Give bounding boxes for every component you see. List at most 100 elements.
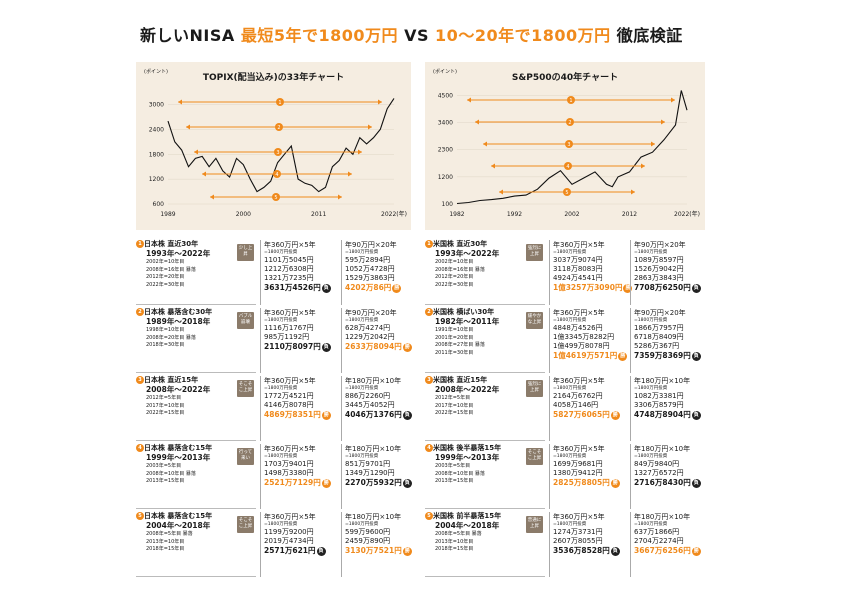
page-title: 新しいNISA 最短5年で1800万円 VS 10〜20年で1800万円 徹底検…	[140, 22, 683, 46]
x-tick-label: 1982	[449, 211, 464, 218]
investment-total: =1800万円投資	[634, 386, 668, 391]
investment-plan: 年180万円×10年	[345, 513, 402, 521]
scenario-market: 米国株 後半暴落15年	[433, 444, 502, 452]
final-amount: 1億4619万571円	[553, 351, 618, 360]
investment-total: =1800万円投資	[264, 454, 298, 459]
lump-investment-result: 年360万円×5年 =1800万円投資 4848万4526円 1億3345万8282円…	[549, 308, 628, 373]
scenario-row: 1 日本株 直近30年 1993年〜2022年 2002年=10年目 2008年=16年…	[136, 240, 418, 305]
title-option-a: 最短5年で1800万円	[240, 26, 398, 45]
final-amount: 2571万621円	[264, 546, 316, 555]
x-tick-label: 2000	[236, 211, 251, 218]
lump-investment-result: 年360万円×5年 =1800万円投資 1274万3731円 2607万8055円 35…	[549, 512, 625, 577]
scenario-milestone: 2017年=10年目	[146, 402, 185, 409]
period-number: 5	[565, 190, 568, 196]
final-value: 4046万1376円負	[345, 410, 418, 420]
trend-badge: そこそこ上昇	[237, 380, 254, 397]
x-tick-label: 2022(年)	[381, 210, 407, 218]
win-badge: 勝	[321, 478, 331, 488]
lump-investment-result: 年360万円×5年 =1800万円投資 1703万9401円 1498万3380円 25…	[260, 444, 336, 509]
trend-badge: そこそこ上昇	[526, 448, 543, 465]
milestone-value: 1699万9681円	[553, 460, 603, 468]
y-tick-label: 3000	[149, 102, 164, 109]
scenario-number: 2	[425, 308, 433, 316]
investment-total: =1800万円投資	[634, 454, 668, 459]
final-amount: 2110万8097円	[264, 342, 321, 351]
investment-total: =1800万円投資	[345, 318, 379, 323]
scenario-number: 3	[136, 376, 144, 384]
sp500-chart: (ポイント) S&P500の40年チャート 4500 3400 2300 1200 10…	[425, 62, 705, 230]
final-value: 3631万4526円負	[264, 283, 336, 293]
scenario-milestone: 2022年=30年目	[146, 281, 185, 288]
milestone-value: 1321万7235円	[264, 274, 314, 282]
milestone-value: 1229万2042円	[345, 333, 395, 341]
scenario-row: 4 日本株 暴落含む15年 1999年〜2013年 2003年=5年目 2008年=10…	[136, 444, 418, 509]
final-amount: 3631万4526円	[264, 283, 321, 292]
milestone-value: 1498万3380円	[264, 469, 314, 477]
win-badge: 勝	[623, 283, 633, 293]
gradual-investment-result: 年90万円×20年 =1800万円投資 1866万7957円 6718万8409円 52…	[630, 308, 707, 373]
scenario-milestone: 2008年=16年目 暴落	[146, 266, 196, 273]
scenario-milestone: 2002年=10年目	[146, 259, 185, 265]
final-amount: 3667万6256円	[634, 546, 691, 555]
scenario-row: 5 日本株 暴落含む15年 2004年〜2018年 2008年=5年目 暴落 2013年…	[136, 512, 418, 577]
investment-total: =1800万円投資	[634, 250, 668, 255]
scenario-milestone: 2001年=20年目	[435, 334, 474, 341]
scenario-row: 4 米国株 後半暴落15年 1999年〜2013年 2003年=5年目 2008年=10…	[425, 444, 707, 509]
y-tick-label: 4500	[438, 92, 453, 99]
investment-plan: 年360万円×5年	[553, 241, 605, 249]
lump-investment-result: 年360万円×5年 =1800万円投資 3037万9074円 3118万8083円 49…	[549, 240, 633, 305]
gradual-investment-result: 年90万円×20年 =1800万円投資 595万2894円 1052万4728円 152…	[341, 240, 418, 305]
milestone-value: 1052万4728円	[345, 265, 395, 273]
arrow-head-left	[475, 119, 479, 125]
scenario-milestone: 2022年=15年目	[435, 410, 474, 416]
trend-badge: 行って来い	[237, 448, 254, 465]
milestone-value: 1380万9412円	[553, 469, 603, 477]
scenario-milestone: 2003年=5年目	[435, 463, 471, 469]
investment-total: =1800万円投資	[345, 454, 379, 459]
milestone-value: 1772万4521円	[264, 392, 314, 400]
lose-badge: 負	[691, 283, 701, 293]
milestone-value: 2164万6762円	[553, 392, 603, 400]
scenario-milestone: 2003年=5年目	[146, 463, 182, 469]
scenario-market: 日本株 暴落含む15年	[144, 512, 213, 520]
final-value: 4869万8351円勝	[264, 410, 336, 420]
arrow-head-right	[348, 171, 352, 177]
final-amount: 7359万8369円	[634, 351, 691, 360]
scenario-milestone: 2013年=10年目	[435, 538, 474, 545]
investment-plan: 年360万円×5年	[553, 377, 605, 385]
investment-total: =1800万円投資	[345, 250, 379, 255]
investment-total: =1800万円投資	[553, 250, 587, 255]
final-amount: 4869万8351円	[264, 410, 321, 419]
scenario-milestone: 2012年=5年目	[146, 395, 182, 401]
x-tick-label: 2012	[622, 211, 637, 218]
investment-plan: 年90万円×20年	[634, 309, 686, 317]
title-suffix: 徹底検証	[610, 26, 683, 45]
final-amount: 5827万6065円	[553, 410, 610, 419]
lump-investment-result: 年360万円×5年 =1800万円投資 1101万5045円 1212万6308円 13…	[260, 240, 336, 305]
period-number: 3	[567, 142, 570, 148]
scenario-period: 1982年〜2011年	[435, 317, 500, 326]
period-number-circle	[273, 170, 281, 178]
milestone-value: 1億3345万8282円	[553, 333, 615, 341]
gradual-investment-result: 年180万円×10年 =1800万円投資 1082万3381円 3306万8579円 4…	[630, 376, 707, 441]
scenario-description: 2 米国株 横ばい30年 1982年〜2011年 1991年=10年目 2001年=20…	[425, 308, 545, 373]
investment-plan: 年180万円×10年	[634, 513, 691, 521]
scenario-number: 4	[136, 444, 144, 452]
investment-total: =1800万円投資	[264, 318, 298, 323]
final-value: 2633万8094円勝	[345, 342, 418, 352]
arrow-head-right	[671, 97, 675, 103]
gradual-investment-result: 年90万円×20年 =1800万円投資 1089万8597円 1526万9042円 28…	[630, 240, 707, 305]
investment-total: =1800万円投資	[264, 386, 298, 391]
milestone-value: 1327万6572円	[634, 469, 684, 477]
milestone-value: 1274万3731円	[553, 528, 603, 536]
period-number-circle	[564, 162, 572, 170]
milestone-value: 886万2260円	[345, 392, 391, 400]
milestone-value: 595万2894円	[345, 256, 391, 264]
scenario-period: 2004年〜2018年	[146, 521, 211, 530]
milestone-value: 2704万2274円	[634, 537, 684, 545]
final-amount: 4046万1376円	[345, 410, 402, 419]
milestone-value: 4924万4541円	[553, 274, 603, 282]
scenario-description: 2 日本株 暴落含む30年 1989年〜2018年 1998年=10年目 2008年=2…	[136, 308, 256, 373]
scenario-description: 5 日本株 暴落含む15年 2004年〜2018年 2008年=5年目 暴落 2013年…	[136, 512, 256, 577]
scenario-milestone: 2008年=5年目 暴落	[435, 531, 482, 537]
